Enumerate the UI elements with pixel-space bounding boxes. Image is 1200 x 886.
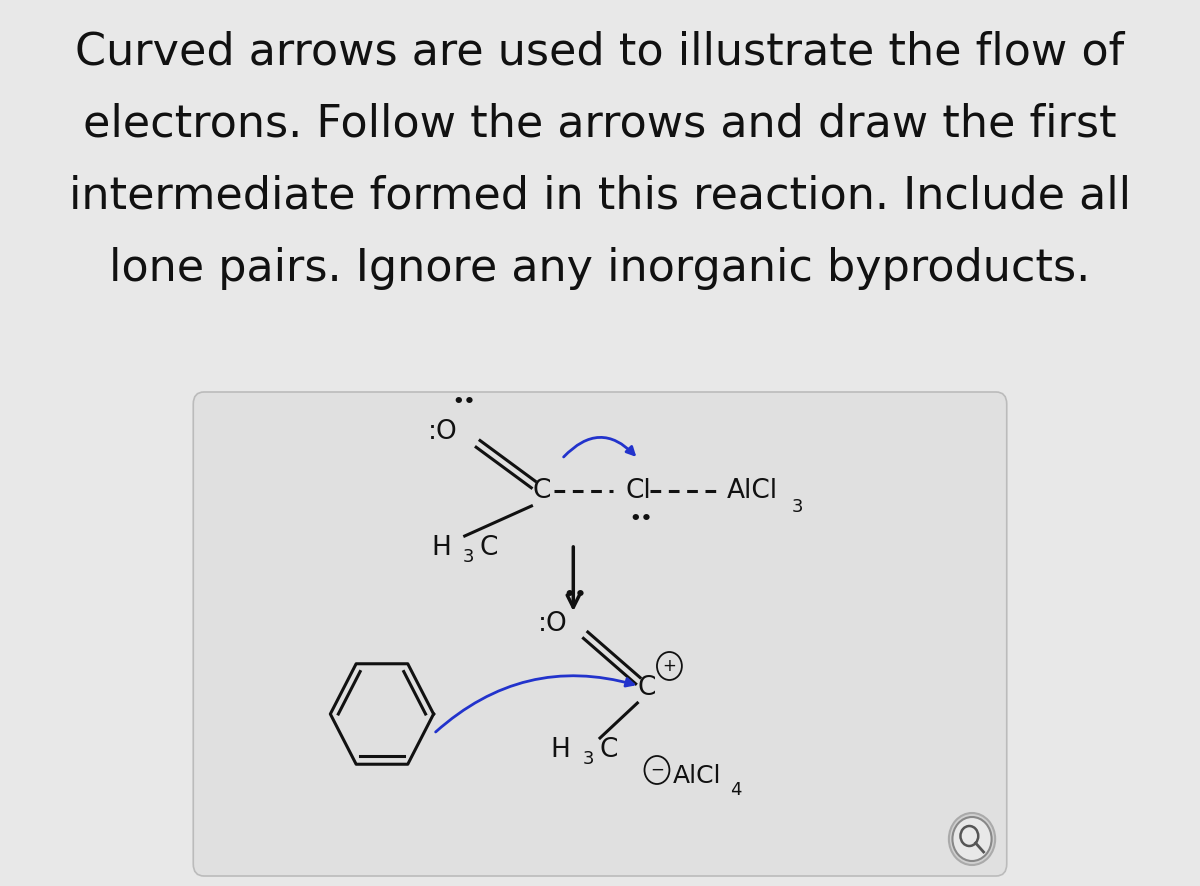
Text: C: C	[480, 535, 498, 561]
Text: 3: 3	[582, 750, 594, 768]
Text: ••: ••	[629, 510, 653, 528]
Text: AlCl: AlCl	[726, 478, 778, 504]
Text: H: H	[432, 535, 451, 561]
Text: lone pairs. Ignore any inorganic byproducts.: lone pairs. Ignore any inorganic byprodu…	[109, 247, 1091, 290]
Text: :O: :O	[539, 611, 568, 637]
Text: AlCl: AlCl	[673, 764, 721, 788]
Text: −: −	[650, 761, 664, 779]
Text: +: +	[662, 657, 677, 675]
Text: electrons. Follow the arrows and draw the first: electrons. Follow the arrows and draw th…	[83, 103, 1117, 146]
Text: 3: 3	[463, 548, 474, 566]
Text: C: C	[599, 737, 618, 763]
Text: ••: ••	[452, 393, 475, 411]
Text: C: C	[533, 478, 551, 504]
Text: Cl: Cl	[626, 478, 652, 504]
FancyArrowPatch shape	[436, 676, 634, 732]
Text: intermediate formed in this reaction. Include all: intermediate formed in this reaction. In…	[68, 175, 1130, 218]
Text: 4: 4	[730, 781, 742, 799]
Text: ••: ••	[564, 586, 587, 604]
FancyBboxPatch shape	[193, 392, 1007, 876]
Text: Curved arrows are used to illustrate the flow of: Curved arrows are used to illustrate the…	[76, 31, 1124, 74]
Text: 3: 3	[791, 498, 803, 516]
FancyArrowPatch shape	[564, 438, 635, 457]
Text: C: C	[637, 675, 655, 701]
Text: H: H	[551, 737, 571, 763]
Circle shape	[949, 813, 995, 865]
Text: :O: :O	[428, 419, 457, 445]
Circle shape	[953, 817, 991, 861]
